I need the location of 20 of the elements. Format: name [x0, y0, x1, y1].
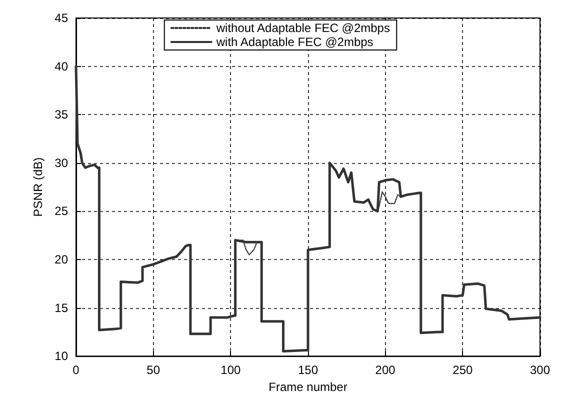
x-tick-label: 250 [452, 363, 473, 378]
y-tick-label: 10 [54, 349, 68, 364]
y-tick-label: 30 [54, 156, 68, 170]
y-tick-label: 25 [54, 204, 68, 218]
y-tick-label: 20 [54, 252, 68, 266]
x-axis-title: Frame number [268, 380, 348, 394]
x-tick-label: 300 [530, 363, 550, 378]
legend-label: without Adaptable FEC @2mbps [215, 21, 390, 35]
x-tick-label: 100 [220, 363, 241, 378]
x-tick-label: 0 [72, 363, 80, 378]
x-tick-label: 200 [375, 363, 396, 378]
legend-label: with Adaptable FEC @2mbps [215, 35, 374, 49]
x-tick-label: 50 [146, 363, 160, 378]
y-axis-title: PSNR (dB) [30, 157, 45, 217]
y-tick-label: 45 [54, 11, 68, 25]
y-tick-label: 15 [54, 300, 68, 315]
y-tick-label: 35 [54, 108, 68, 122]
y-tick-label: 40 [54, 59, 68, 74]
x-tick-label: 150 [298, 363, 318, 378]
line-series [74, 65, 542, 353]
